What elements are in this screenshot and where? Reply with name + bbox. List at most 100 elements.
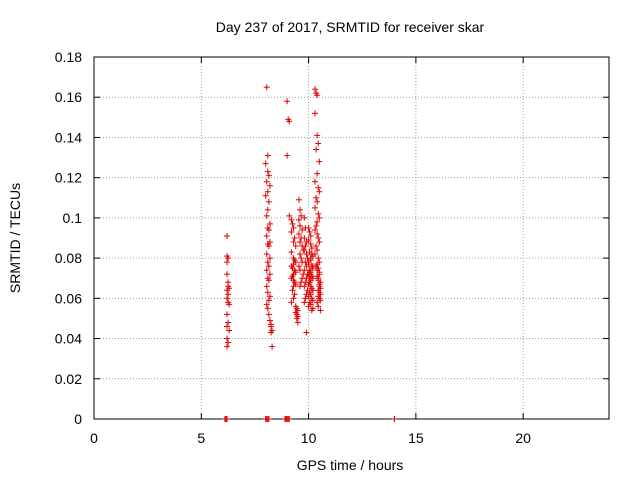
data-point xyxy=(265,416,272,422)
data-point xyxy=(316,289,323,296)
data-point xyxy=(288,299,295,306)
data-point xyxy=(314,299,321,306)
data-point xyxy=(302,295,309,302)
data-point xyxy=(298,255,305,262)
data-point xyxy=(284,152,291,159)
data-point xyxy=(305,224,312,231)
data-point xyxy=(314,92,321,99)
data-point xyxy=(268,329,275,336)
data-point xyxy=(266,271,273,278)
data-point xyxy=(301,235,308,241)
data-point xyxy=(307,241,314,248)
data-point xyxy=(316,214,323,221)
data-point xyxy=(225,279,232,286)
data-point xyxy=(316,158,323,165)
y-tick-label: 0.1 xyxy=(63,210,83,226)
data-point xyxy=(314,273,321,280)
data-point xyxy=(265,263,272,270)
data-point xyxy=(224,259,231,266)
data-point xyxy=(286,212,293,219)
data-point xyxy=(263,84,270,91)
y-tick-label: 0.04 xyxy=(55,331,82,347)
data-point xyxy=(265,297,272,304)
data-point xyxy=(315,235,322,241)
x-tick-label: 15 xyxy=(408,430,424,446)
data-point xyxy=(308,307,315,314)
data-point xyxy=(264,152,271,159)
data-point xyxy=(224,311,231,318)
data-point xyxy=(312,86,319,93)
data-point xyxy=(226,301,233,308)
data-point xyxy=(316,239,323,246)
y-tick-label: 0 xyxy=(74,411,82,427)
data-point xyxy=(295,216,302,223)
data-point xyxy=(303,329,310,336)
data-point xyxy=(265,311,272,318)
data-point xyxy=(290,283,297,290)
x-tick-label: 5 xyxy=(197,430,205,446)
data-point xyxy=(315,140,322,147)
data-point xyxy=(263,212,270,219)
data-point xyxy=(315,293,322,300)
data-point xyxy=(226,327,233,334)
data-point xyxy=(225,255,232,262)
x-axis: 0 5 10 15 20 xyxy=(90,57,531,446)
data-point xyxy=(305,293,312,300)
data-point xyxy=(286,416,293,422)
data-point xyxy=(224,416,231,422)
data-point xyxy=(308,245,315,252)
data-point xyxy=(224,335,231,342)
y-tick-label: 0.16 xyxy=(55,89,82,105)
x-tick-label: 0 xyxy=(90,430,98,446)
data-point xyxy=(289,287,296,294)
data-point xyxy=(266,182,273,189)
data-point xyxy=(314,261,321,268)
data-point xyxy=(264,259,271,266)
data-point xyxy=(312,110,319,117)
data-point xyxy=(317,285,324,292)
data-point xyxy=(265,277,272,284)
data-point xyxy=(265,243,272,250)
data-point xyxy=(293,315,300,322)
data-point xyxy=(264,289,271,296)
data-point xyxy=(263,301,270,308)
data-point xyxy=(313,194,320,201)
data-point xyxy=(315,210,322,217)
data-point xyxy=(224,323,231,330)
data-point xyxy=(266,255,273,262)
data-point xyxy=(224,287,231,294)
data-point xyxy=(224,232,231,239)
chart-title: Day 237 of 2017, SRMTID for receiver ska… xyxy=(216,19,485,35)
data-point xyxy=(305,303,312,310)
data-point xyxy=(312,251,319,258)
data-point xyxy=(265,198,272,205)
data-point xyxy=(301,214,308,221)
data-point xyxy=(312,178,319,185)
data-point xyxy=(264,168,271,175)
y-axis-label: SRMTID / TECUs xyxy=(7,183,23,293)
data-point xyxy=(312,204,319,211)
data-point xyxy=(307,232,314,239)
data-point xyxy=(264,206,271,213)
data-point xyxy=(316,269,323,276)
data-point xyxy=(314,218,321,225)
data-point xyxy=(315,265,322,272)
data-point xyxy=(295,263,302,270)
data-point xyxy=(317,297,324,304)
data-point xyxy=(266,293,273,300)
data-point xyxy=(265,172,272,179)
data-point xyxy=(263,267,270,274)
data-point xyxy=(306,228,313,235)
data-point xyxy=(264,305,271,312)
data-points xyxy=(221,84,398,422)
data-point xyxy=(306,267,313,274)
data-point xyxy=(303,251,310,258)
data-point xyxy=(315,303,322,310)
data-point xyxy=(269,343,276,350)
data-point xyxy=(309,297,316,304)
data-point xyxy=(295,196,302,203)
data-point xyxy=(268,321,275,328)
y-tick-label: 0.08 xyxy=(55,250,82,266)
x-tick-label: 20 xyxy=(515,430,531,446)
